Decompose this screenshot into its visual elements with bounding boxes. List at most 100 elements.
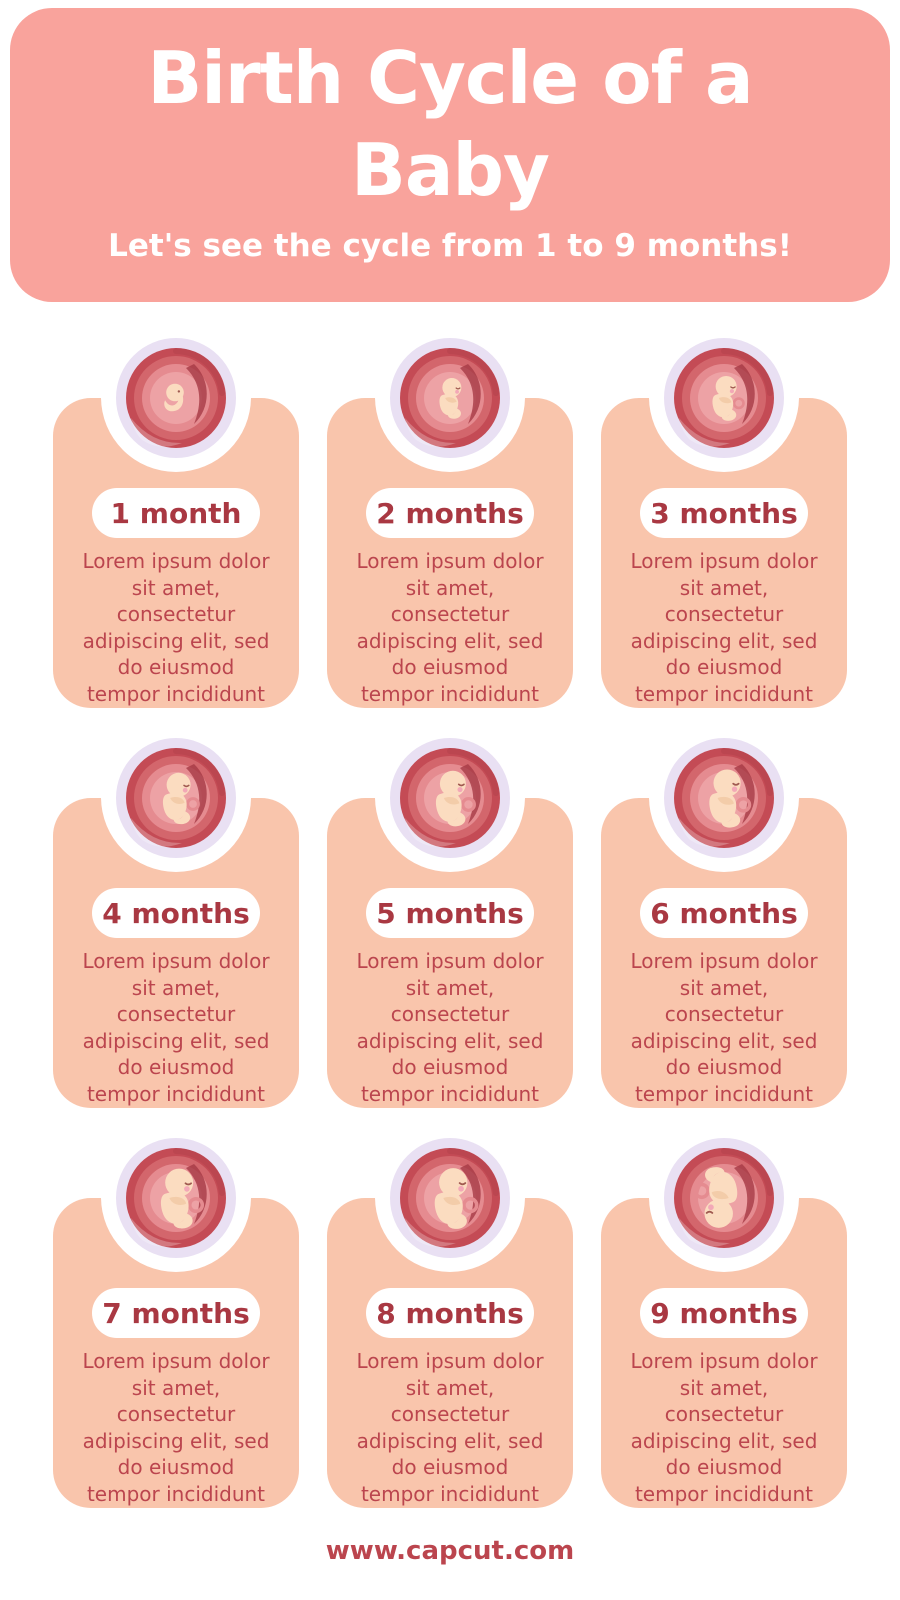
month-badge: 6 months	[640, 888, 808, 938]
description-line: Lorem ipsum dolor	[82, 1349, 270, 1373]
description-line: adipiscing elit, sed	[630, 1028, 818, 1053]
month-label: 9 months	[650, 1296, 798, 1330]
description-line: sit amet,	[679, 1375, 769, 1400]
description-line: sit amet,	[405, 975, 495, 1000]
card-description: Lorem ipsum dolor sit amet, consectetur adi…	[601, 548, 847, 707]
page-title: Birth Cycle of a Baby	[10, 8, 890, 216]
month-label: 7 months	[102, 1296, 250, 1330]
description-line: adipiscing elit, sed	[82, 1428, 270, 1453]
description-line: Lorem ipsum dolor	[356, 1349, 544, 1373]
card-panel: 7 months Lorem ipsum dolor sit amet, conse…	[53, 1198, 299, 1508]
month-card: 3 months Lorem ipsum dolor sit amet, conse…	[601, 338, 847, 708]
card-description: Lorem ipsum dolor sit amet, consectetur adi…	[601, 1348, 847, 1507]
month-label: 6 months	[650, 896, 798, 930]
header-banner: Birth Cycle of a Baby Let's see the cycl…	[10, 8, 890, 302]
description-line: adipiscing elit, sed	[630, 628, 818, 653]
description-line: sit amet,	[131, 1375, 221, 1400]
description-line: tempor incididunt	[360, 1081, 540, 1106]
month-badge: 4 months	[92, 888, 260, 938]
fetus-in-womb-icon	[664, 1138, 784, 1258]
description-line: tempor incididunt	[86, 681, 266, 706]
description-line: do eiusmod	[117, 655, 235, 679]
description-line: Lorem ipsum dolor	[630, 949, 818, 973]
description-line: consectetur	[664, 1002, 784, 1026]
month-label: 4 months	[102, 896, 250, 930]
month-card: 2 months Lorem ipsum dolor sit amet, conse…	[327, 338, 573, 708]
card-description: Lorem ipsum dolor sit amet, consectetur adi…	[53, 548, 299, 707]
description-line: do eiusmod	[391, 1455, 509, 1479]
page-title-line-2: Baby	[351, 128, 550, 213]
description-line: Lorem ipsum dolor	[82, 549, 270, 573]
description-line: tempor incididunt	[634, 681, 814, 706]
month-label: 8 months	[376, 1296, 524, 1330]
card-description: Lorem ipsum dolor sit amet, consectetur adi…	[601, 948, 847, 1107]
fetus-in-womb-icon	[116, 338, 236, 458]
month-card: 7 months Lorem ipsum dolor sit amet, conse…	[53, 1138, 299, 1508]
description-line: consectetur	[116, 1002, 236, 1026]
description-line: Lorem ipsum dolor	[356, 549, 544, 573]
description-line: consectetur	[664, 1402, 784, 1426]
month-badge: 5 months	[366, 888, 534, 938]
month-badge: 9 months	[640, 1288, 808, 1338]
fetus-in-womb-icon	[390, 338, 510, 458]
description-line: consectetur	[116, 602, 236, 626]
description-line: tempor incididunt	[360, 1481, 540, 1506]
page-subtitle: Let's see the cycle from 1 to 9 months!	[108, 228, 792, 265]
footer-url: www.capcut.com	[325, 1536, 575, 1566]
month-card: 8 months Lorem ipsum dolor sit amet, conse…	[327, 1138, 573, 1508]
month-card: 1 month Lorem ipsum dolor sit amet, consec…	[53, 338, 299, 708]
month-label: 3 months	[650, 496, 798, 530]
description-line: Lorem ipsum dolor	[82, 949, 270, 973]
description-line: do eiusmod	[117, 1455, 235, 1479]
description-line: do eiusmod	[665, 1055, 783, 1079]
month-badge: 1 month	[92, 488, 260, 538]
description-line: Lorem ipsum dolor	[630, 549, 818, 573]
fetus-in-womb-icon	[664, 738, 784, 858]
description-line: tempor incididunt	[360, 681, 540, 706]
description-line: sit amet,	[679, 575, 769, 600]
page-title-line-1: Birth Cycle of a	[147, 36, 753, 120]
description-line: adipiscing elit, sed	[356, 1428, 544, 1453]
fetus-in-womb-icon	[390, 1138, 510, 1258]
description-line: adipiscing elit, sed	[356, 628, 544, 653]
card-panel: 4 months Lorem ipsum dolor sit amet, conse…	[53, 798, 299, 1108]
month-badge: 8 months	[366, 1288, 534, 1338]
fetus-in-womb-icon	[116, 1138, 236, 1258]
card-description: Lorem ipsum dolor sit amet, consectetur adi…	[53, 1348, 299, 1507]
description-line: sit amet,	[131, 975, 221, 1000]
description-line: do eiusmod	[391, 1055, 509, 1079]
description-line: tempor incididunt	[634, 1481, 814, 1506]
card-description: Lorem ipsum dolor sit amet, consectetur adi…	[327, 548, 573, 707]
description-line: Lorem ipsum dolor	[356, 949, 544, 973]
month-badge: 7 months	[92, 1288, 260, 1338]
month-card: 5 months Lorem ipsum dolor sit amet, conse…	[327, 738, 573, 1108]
description-line: consectetur	[390, 1002, 510, 1026]
month-card: 4 months Lorem ipsum dolor sit amet, conse…	[53, 738, 299, 1108]
card-panel: 6 months Lorem ipsum dolor sit amet, conse…	[601, 798, 847, 1108]
card-description: Lorem ipsum dolor sit amet, consectetur adi…	[327, 1348, 573, 1507]
description-line: consectetur	[116, 1402, 236, 1426]
description-line: tempor incididunt	[86, 1481, 266, 1506]
month-badge: 3 months	[640, 488, 808, 538]
description-line: adipiscing elit, sed	[82, 628, 270, 653]
cards-grid: 1 month Lorem ipsum dolor sit amet, consec…	[53, 338, 847, 1508]
description-line: sit amet,	[131, 575, 221, 600]
description-line: consectetur	[664, 602, 784, 626]
description-line: do eiusmod	[391, 655, 509, 679]
month-label: 5 months	[376, 896, 524, 930]
fetus-in-womb-icon	[664, 338, 784, 458]
fetus-in-womb-icon	[116, 738, 236, 858]
card-description: Lorem ipsum dolor sit amet, consectetur adi…	[327, 948, 573, 1107]
description-line: do eiusmod	[665, 655, 783, 679]
month-card: 6 months Lorem ipsum dolor sit amet, conse…	[601, 738, 847, 1108]
description-line: consectetur	[390, 1402, 510, 1426]
description-line: tempor incididunt	[634, 1081, 814, 1106]
description-line: sit amet,	[405, 575, 495, 600]
description-line: sit amet,	[405, 1375, 495, 1400]
month-badge: 2 months	[366, 488, 534, 538]
description-line: consectetur	[390, 602, 510, 626]
description-line: do eiusmod	[117, 1055, 235, 1079]
month-label: 2 months	[376, 496, 524, 530]
card-description: Lorem ipsum dolor sit amet, consectetur adi…	[53, 948, 299, 1107]
